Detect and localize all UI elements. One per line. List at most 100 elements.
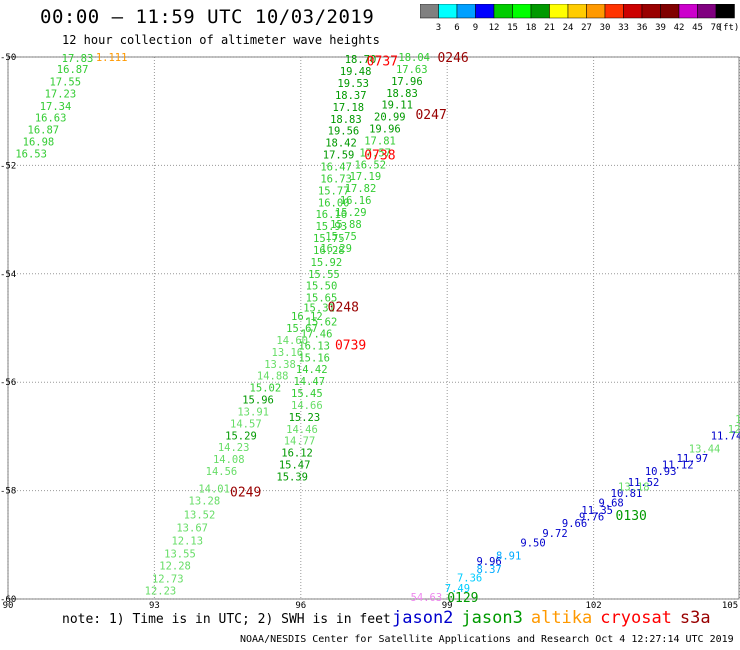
wave-height-reading: 16.13 — [298, 340, 330, 352]
credit-line: NOAA/NESDIS Center for Satellite Applica… — [240, 634, 734, 645]
wave-height-map: 90 93 96 99 102 105-50-52-54-56-58-601.11117.… — [0, 51, 740, 610]
wave-height-reading: 15.16 — [298, 352, 330, 364]
wave-height-reading: 54.63 — [411, 592, 443, 604]
wave-height-reading: 15.23 — [289, 412, 321, 424]
wave-height-reading: 16.12 — [281, 448, 313, 460]
wave-height-reading: 16.53 — [15, 148, 47, 160]
scale-tick-label: 24 — [563, 23, 574, 33]
wave-height-reading: 7.36 — [457, 572, 482, 584]
wave-height-reading: 17.34 — [40, 101, 72, 113]
wave-height-reading: 14.66 — [291, 400, 323, 412]
scale-tick-label: 42 — [674, 23, 685, 33]
scale-tick-label: 15 — [507, 23, 518, 33]
pass-time-label: 0247 — [415, 108, 446, 123]
wave-height-reading: 17.55 — [49, 76, 81, 88]
scale-tick-label: 36 — [637, 23, 648, 33]
wave-height-reading: 14.47 — [293, 376, 325, 388]
lon-tick-label: 96 — [295, 601, 306, 610]
wave-height-reading: 16.16 — [315, 209, 347, 221]
wave-height-reading: 15.31 — [303, 302, 335, 314]
satellite-s3a: s3a — [679, 608, 711, 628]
wave-height-reading: 17.23 — [45, 88, 77, 100]
wave-height-reading: 10.81 — [611, 488, 643, 500]
wave-height-reading: 12.23 — [145, 585, 177, 597]
wave-height-reading: 16.73 — [320, 173, 352, 185]
wave-height-reading: 14.56 — [206, 466, 238, 478]
wave-height-reading: 17.46 — [301, 328, 333, 340]
wave-height-reading: 11.97 — [677, 453, 709, 465]
scale-tick-label: 6 — [454, 23, 459, 33]
wave-height-reading: 12.28 — [159, 560, 191, 572]
pass-time-label: 0249 — [230, 486, 261, 501]
wave-height-reading: 16.52 — [354, 159, 386, 171]
wave-height-reading: 16.87 — [28, 125, 60, 137]
wave-height-reading: 15.65 — [306, 293, 338, 305]
wave-height-reading: 15.55 — [308, 269, 340, 281]
lat-tick-label: -54 — [0, 270, 16, 280]
wave-height-reading: 17.63 — [396, 64, 428, 76]
satellite-cryosat: cryosat — [600, 608, 672, 628]
wave-height-reading: 9.68 — [598, 498, 623, 510]
wave-height-reading: 15.29 — [225, 430, 257, 442]
lon-tick-label: 93 — [149, 601, 160, 610]
wave-height-reading: 11.52 — [628, 477, 660, 489]
wave-height-reading: 15.96 — [242, 395, 274, 407]
satellite-jason3: jason3 — [461, 608, 523, 628]
wave-height-reading: 10.93 — [645, 466, 677, 478]
wave-height-reading: 13.16 — [272, 347, 304, 359]
wave-height-reading: 18.37 — [335, 90, 367, 102]
wave-height-reading: 13.44 — [689, 443, 721, 455]
wave-height-reading: 20.99 — [374, 112, 406, 124]
wave-height-reading: 13.18 — [618, 481, 650, 493]
wave-height-reading: 15.45 — [291, 388, 323, 400]
wave-height-reading: 14.01 — [198, 483, 230, 495]
pass-time-label: 0130 — [616, 509, 647, 524]
wave-height-reading: 9.96 — [476, 556, 501, 568]
wave-height-reading: 15.77 — [318, 185, 350, 197]
pass-time-label: 0739 — [335, 338, 366, 353]
color-scale-legend: 3 6 9 12 15 18 21 24 27 30 33 36 39 42 45 70(ft) — [420, 4, 738, 33]
wave-height-reading: 14.42 — [296, 364, 328, 376]
wave-height-reading: 7.49 — [445, 583, 470, 595]
wave-height-reading: 9.50 — [520, 538, 545, 550]
wave-height-reading: 9.66 — [562, 518, 587, 530]
lon-tick-label: 99 — [442, 601, 453, 610]
scale-tick-label: 3 — [436, 23, 441, 33]
scale-tick-label: 70 — [711, 23, 722, 33]
wave-height-reading: 19.56 — [328, 126, 360, 138]
lon-tick-label: 90 — [3, 601, 14, 610]
wave-height-reading: 13.55 — [164, 548, 196, 560]
map-subtitle: 12 hour collection of altimeter wave hei… — [62, 33, 380, 47]
wave-height-reading: 12.73 — [152, 573, 184, 585]
wave-height-reading: 19.96 — [369, 124, 401, 136]
lat-tick-label: -50 — [0, 53, 16, 63]
wave-height-reading: 15.93 — [315, 221, 347, 233]
scale-tick-label: 27 — [581, 23, 592, 33]
wave-height-reading: 14.23 — [218, 442, 250, 454]
wave-height-reading: 19.11 — [381, 100, 413, 112]
wave-height-reading: 17.82 — [345, 183, 377, 195]
wave-height-reading: 11.12 — [662, 460, 694, 472]
wave-height-reading: 16.98 — [23, 137, 55, 149]
wave-height-reading: 16.63 — [35, 113, 67, 125]
wave-height-reading: 13.67 — [176, 522, 208, 534]
scale-tick-label: 33 — [618, 23, 629, 33]
wave-height-reading: 15.50 — [306, 281, 338, 293]
wave-height-reading: 16.28 — [313, 245, 345, 257]
wave-height-reading: 12.13 — [171, 535, 203, 547]
wave-height-reading: 17.57 — [359, 147, 391, 159]
satellite-legend: jason2 jason3 altika cryosat s3a — [392, 608, 719, 628]
wave-height-reading: 15.39 — [276, 472, 308, 484]
wave-height-reading: 17.59 — [323, 150, 355, 162]
lat-tick-label: -56 — [0, 378, 16, 388]
units-note: note: 1) Time is in UTC; 2) SWH is in fe… — [62, 612, 391, 627]
wave-height-reading: 9.76 — [579, 512, 604, 524]
lat-tick-label: -58 — [0, 487, 16, 497]
wave-height-reading: 15.88 — [330, 219, 362, 231]
scale-tick-label: 12 — [489, 23, 500, 33]
wave-height-reading: 14.46 — [286, 424, 318, 436]
wave-height-reading: 14.77 — [284, 436, 316, 448]
wave-height-reading: 18.70 — [345, 54, 377, 66]
wave-height-reading: 17.19 — [350, 171, 382, 183]
scale-swatch — [715, 4, 735, 19]
